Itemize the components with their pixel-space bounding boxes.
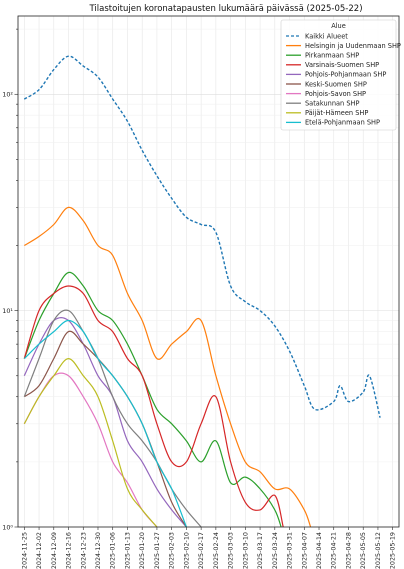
legend-title: Alue xyxy=(331,22,346,30)
legend-entry: Pirkanmaan SHP xyxy=(305,52,359,60)
x-tick-label: 2025-01-27 xyxy=(153,532,161,569)
x-tick-label: 2024-12-30 xyxy=(94,532,102,569)
x-tick-label: 2025-02-17 xyxy=(197,532,205,569)
series-line-varsinais-suomen-shp xyxy=(23,285,284,527)
legend-entry: Kaikki Alueet xyxy=(305,32,348,40)
legend-entry: Helsingin ja Uudenmaan SHP xyxy=(305,42,401,50)
legend-entry: Satakunnan SHP xyxy=(305,100,359,108)
legend: Alue Kaikki Alueet Helsingin ja Uudenmaan … xyxy=(280,19,401,131)
x-tick-label: 2025-03-31 xyxy=(286,532,294,569)
series-line-etel-pohjanmaan-shp xyxy=(23,319,187,527)
x-tick-label: 2025-01-06 xyxy=(109,532,117,569)
x-tick-label: 2025-04-07 xyxy=(300,532,308,569)
series-line-p-ij-t-h-meen-shp xyxy=(23,357,158,527)
x-tick-label: 2025-03-17 xyxy=(256,532,264,569)
x-tick-label: 2025-05-05 xyxy=(359,532,367,569)
series-line-kaikki-alueet xyxy=(23,55,381,418)
chart-title: Tilastoitujen koronatapausten lukumäärä … xyxy=(88,4,362,14)
x-tick-label: 2025-02-10 xyxy=(182,532,190,569)
legend-entry: Varsinais-Suomen SHP xyxy=(305,61,379,69)
x-tick-label: 2024-11-25 xyxy=(20,532,28,569)
x-tick-label: 2025-04-14 xyxy=(315,532,323,569)
x-tick-label: 2025-04-28 xyxy=(344,532,352,569)
x-tick-label: 2025-02-24 xyxy=(212,532,220,569)
series-lines xyxy=(23,55,381,527)
legend-box xyxy=(280,19,397,131)
y-tick-label: 10⁰ xyxy=(2,523,13,531)
plot-frame xyxy=(17,15,400,528)
legend-entry: Pohjois-Savon SHP xyxy=(305,90,366,98)
x-tick-label: 2025-05-19 xyxy=(389,532,397,569)
legend-entry: Keski-Suomen SHP xyxy=(305,80,367,88)
legend-entry: Pohjois-Pohjanmaan SHP xyxy=(305,71,386,79)
x-tick-label: 2024-12-02 xyxy=(35,532,43,569)
series-line-pohjois-savon-shp xyxy=(23,372,158,527)
x-tick-label: 2025-02-03 xyxy=(168,532,176,569)
series-line-pirkanmaan-shp xyxy=(23,271,282,527)
x-tick-label: 2025-01-20 xyxy=(138,532,146,569)
x-tick-label: 2025-03-10 xyxy=(241,532,249,569)
x-tick-label: 2025-03-03 xyxy=(227,532,235,569)
x-tick-label: 2025-03-24 xyxy=(271,532,279,569)
x-tick-label: 2025-01-13 xyxy=(123,532,131,569)
x-tick-label: 2024-12-23 xyxy=(79,532,87,569)
y-tick-label: 10² xyxy=(2,91,13,99)
legend-entry: Etelä-Pohjanmaan SHP xyxy=(305,119,380,127)
x-tick-label: 2025-04-21 xyxy=(330,532,338,569)
legend-entry: Päijät-Hämeen SHP xyxy=(305,109,368,117)
y-tick-label: 10¹ xyxy=(2,307,13,315)
x-tick-label: 2025-05-12 xyxy=(374,532,382,569)
x-tick-label: 2024-12-09 xyxy=(50,532,58,569)
x-tick-label: 2024-12-16 xyxy=(65,532,73,569)
series-line-helsingin-ja-uudenmaan-shp xyxy=(23,206,312,527)
